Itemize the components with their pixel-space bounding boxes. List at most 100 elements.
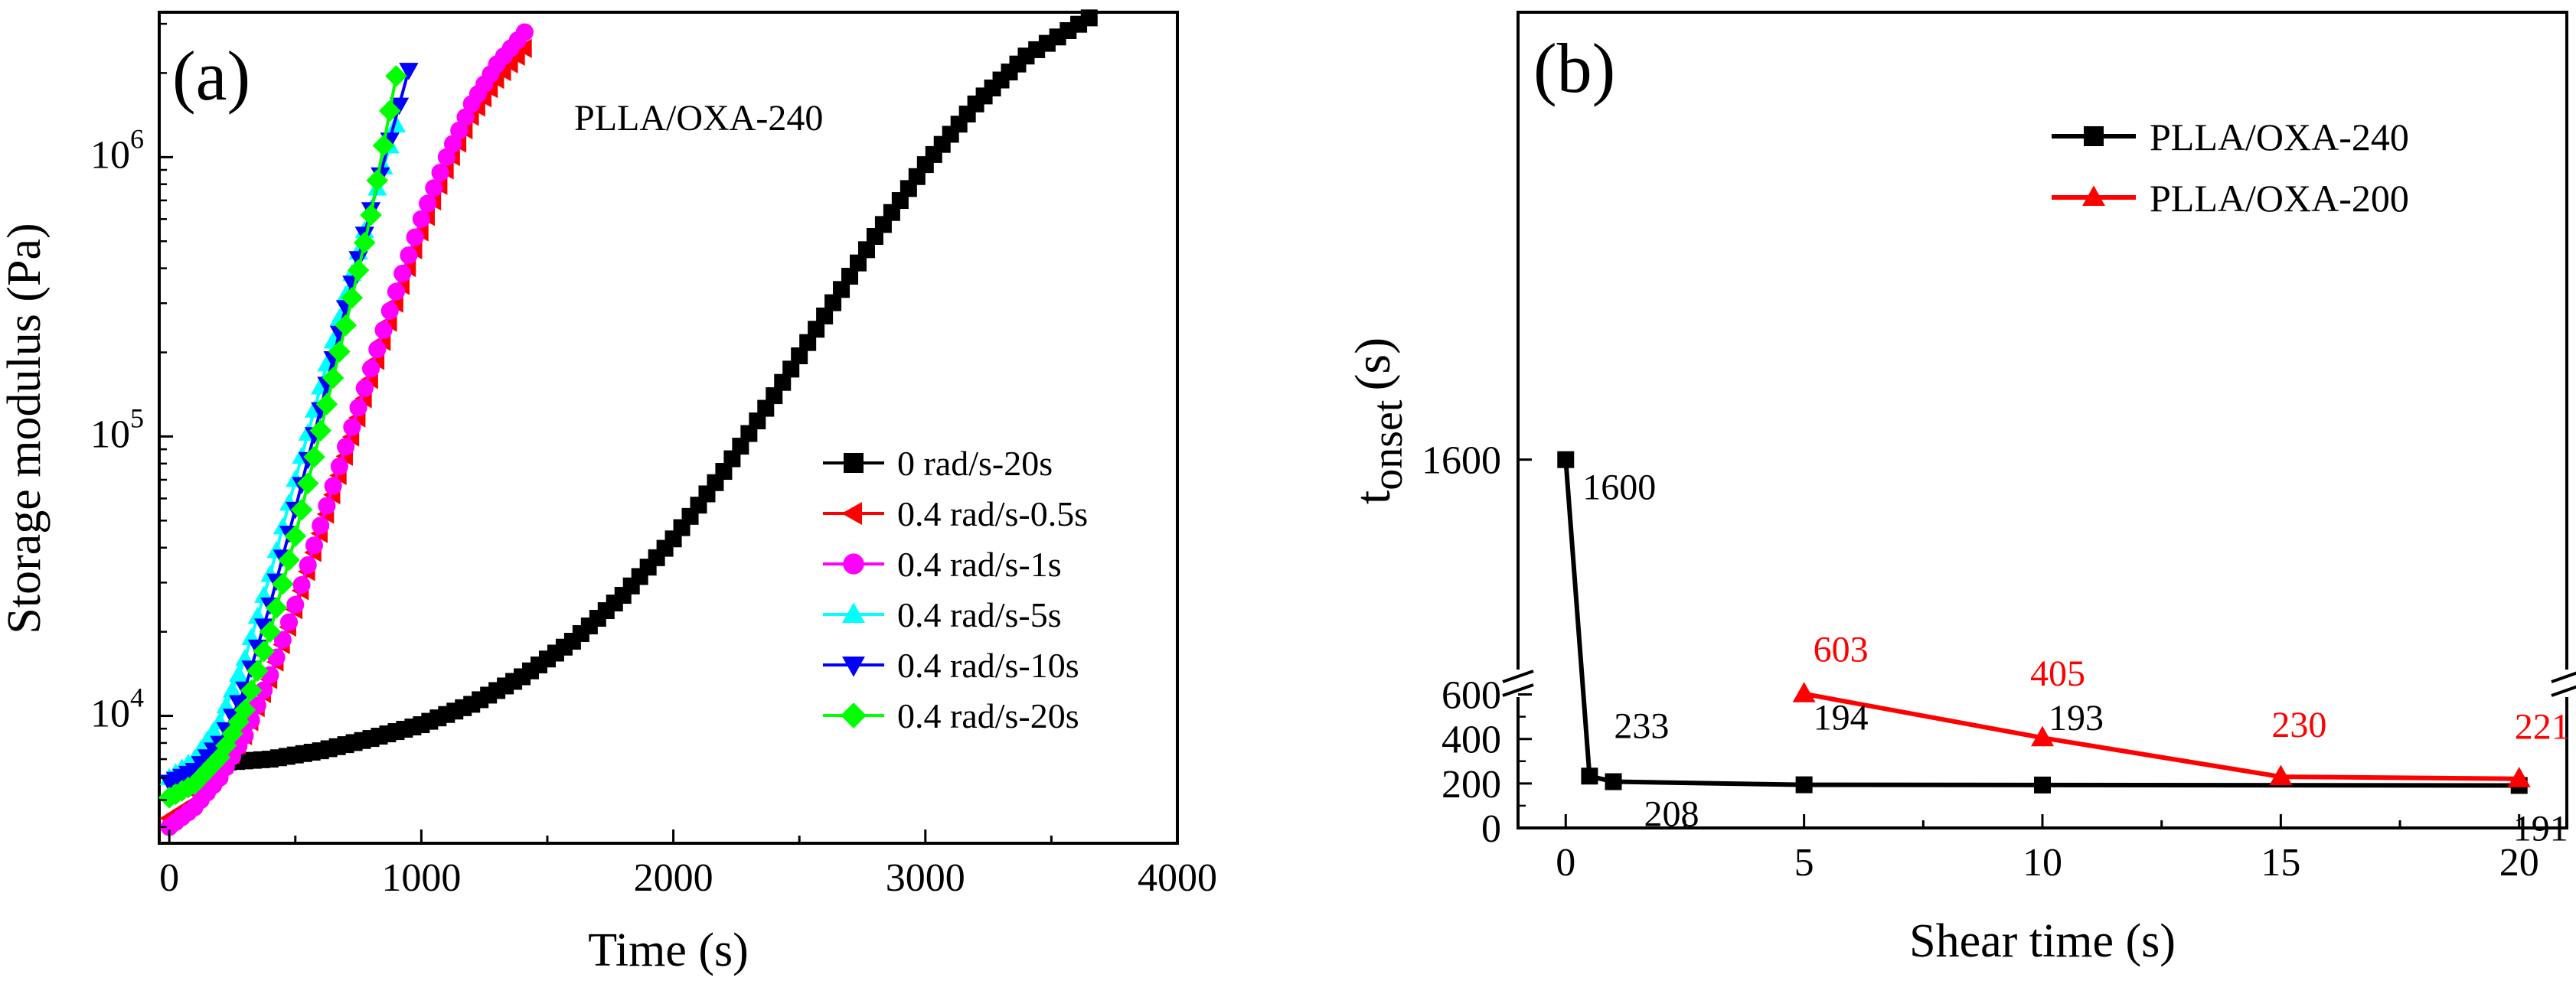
chart-a-legend-label: 0.4 rad/s-10s	[897, 646, 1079, 685]
chart-b-break-mark	[1502, 683, 1534, 697]
chart-a-point	[791, 347, 808, 365]
chart-a-legend-marker	[841, 502, 863, 525]
chart-a-point	[372, 134, 395, 157]
chart-b-series-1	[1792, 682, 2531, 787]
chart-b-x-tick-label: 10	[2023, 841, 2062, 885]
chart-b-point	[2034, 776, 2051, 794]
chart-a-x-tick-label: 1000	[381, 856, 461, 900]
chart-a-point	[303, 445, 325, 468]
chart-b-data-label: 233	[1614, 706, 1669, 746]
chart-b-break-mark	[2551, 685, 2576, 697]
chart-a-point	[360, 204, 382, 227]
chart-a-point	[450, 122, 469, 140]
chart-a-x-tick-label: 4000	[1138, 856, 1217, 900]
chart-a-point	[305, 536, 324, 555]
chart-a-point	[341, 286, 364, 309]
chart-a-point	[299, 556, 317, 575]
chart-b-point	[1605, 773, 1622, 790]
chart-a-series-line	[168, 76, 398, 800]
chart-a-point	[240, 679, 263, 702]
chart-a-point	[315, 393, 338, 416]
chart-a-point	[437, 148, 455, 166]
chart-a-x-ticks: 0 1000 2000 3000 4000	[159, 829, 1217, 900]
chart-a-point	[278, 549, 300, 572]
chart-a-point	[312, 517, 330, 535]
chart-b-x-tick-label: 0	[1556, 841, 1575, 885]
chart-a-x-tick-label: 2000	[634, 856, 713, 900]
chart-a-point	[399, 63, 419, 80]
chart-a-y-tick-exponent: 4	[130, 683, 144, 713]
chart-a-series-5	[158, 65, 407, 809]
chart-a-point	[229, 664, 249, 683]
chart-a-point	[400, 246, 418, 265]
chart-a-legend: 0 rad/s-20s 0.4 rad/s-0.5s 0.4 rad/s-1s 0.4…	[823, 444, 1088, 735]
chart-a-legend-item: 0.4 rad/s-1s	[823, 545, 1062, 584]
chart-a-legend-item: 0.4 rad/s-0.5s	[823, 494, 1088, 533]
chart-b-series-group: 1600 233 208 194 193 191 603 405 230 221	[1556, 451, 2570, 849]
chart-a-point	[368, 340, 387, 359]
chart-b-legend-marker	[2084, 126, 2104, 146]
chart-a-point	[343, 418, 361, 436]
chart-a-legend-item: 0.4 rad/s-5s	[823, 595, 1062, 634]
chart-a-y-tick-exponent: 6	[130, 123, 144, 154]
chart-b-point	[2031, 725, 2054, 747]
chart-a-point	[387, 282, 406, 301]
chart-a-point	[355, 379, 374, 397]
chart-a-point	[456, 108, 475, 126]
chart-b-series-break-gap	[1556, 670, 1577, 697]
chart-b-plot-frame	[1517, 11, 2568, 829]
chart-a-point	[374, 321, 393, 339]
chart-a-point	[324, 477, 342, 495]
chart-a-point	[766, 387, 783, 405]
chart-a-point	[322, 367, 344, 389]
chart-a-point	[774, 373, 792, 391]
chart-b-legend-marker	[2082, 185, 2105, 207]
chart-a-point	[330, 457, 348, 475]
chart-a-point	[309, 419, 331, 442]
chart-a-title: PLLA/OXA-240	[574, 98, 823, 139]
chart-a-point	[361, 360, 380, 378]
chart-a-plot-frame	[158, 11, 1179, 845]
chart-b-series-line	[1804, 691, 2519, 781]
chart-a-y-tick-label: 106	[90, 123, 144, 177]
chart-b-series-line	[1563, 459, 2519, 788]
chart-b-break-mark	[1502, 670, 1534, 683]
chart-a-x-tick-label: 3000	[886, 856, 965, 900]
chart-a-point	[425, 179, 443, 197]
chart-b-legend-label: PLLA/OXA-240	[2150, 116, 2409, 158]
chart-a-point	[841, 267, 859, 285]
chart-a-point	[318, 497, 336, 515]
chart-a-point	[419, 194, 437, 213]
chart-a-legend-label: 0 rad/s-20s	[897, 444, 1053, 483]
chart-a-y-tick-base: 10	[90, 693, 130, 736]
chart-a-point	[229, 695, 249, 713]
chart-a-point	[354, 231, 376, 254]
chart-a-point	[253, 640, 275, 663]
chart-a-y-tick-label: 104	[90, 683, 144, 736]
chart-a-legend-marker	[842, 602, 865, 624]
chart-b-axis-breaks	[1502, 670, 2576, 697]
chart-a-point	[233, 699, 256, 722]
chart-a-y-tick-base: 10	[90, 412, 130, 456]
chart-a-point	[378, 99, 401, 122]
chart-a-point	[389, 97, 410, 116]
chart-a-series-0	[211, 9, 1098, 771]
chart-a-point	[296, 472, 319, 494]
chart-a-legend-marker	[841, 702, 867, 728]
chart-a-point	[328, 341, 351, 363]
chart-a-point	[1080, 9, 1098, 27]
chart-b-data-label: 1600	[1582, 468, 1656, 508]
chart-b-legend-item: PLLA/OXA-200	[2052, 177, 2409, 220]
chart-a-point	[279, 613, 299, 631]
chart-b-point	[1795, 776, 1813, 794]
chart-b-y-tick-label: 0	[1481, 807, 1501, 851]
chart-a-point	[272, 572, 294, 595]
chart-a-point	[393, 264, 412, 282]
chart-b-x-tick-label: 20	[2499, 841, 2539, 885]
chart-a-legend-item: 0 rad/s-20s	[823, 444, 1053, 483]
chart-b-y-axis-t: t	[1345, 490, 1401, 504]
chart-b-data-label: 208	[1644, 794, 1699, 835]
chart-a-legend-item: 0.4 rad/s-10s	[823, 646, 1079, 685]
